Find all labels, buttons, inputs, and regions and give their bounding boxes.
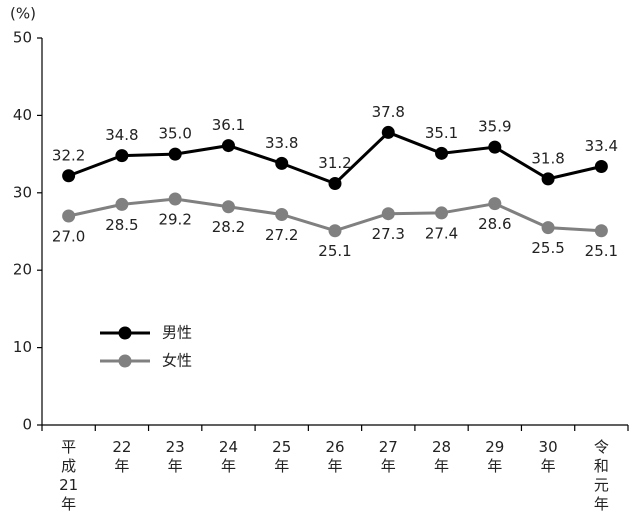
marker xyxy=(168,147,182,161)
data-label: 33.8 xyxy=(265,134,298,152)
marker xyxy=(275,156,289,170)
x-tick-label: 23 年 xyxy=(166,438,185,475)
data-label: 28.6 xyxy=(478,215,511,233)
marker xyxy=(62,169,76,183)
data-label: 25.1 xyxy=(318,242,351,260)
legend-label: 男性 xyxy=(162,324,192,342)
y-tick-label: 30 xyxy=(13,183,32,201)
data-label: 28.5 xyxy=(105,216,138,234)
data-label: 35.1 xyxy=(425,124,458,142)
data-label: 29.2 xyxy=(158,210,191,228)
data-label: 27.0 xyxy=(52,228,85,246)
marker xyxy=(168,192,182,206)
legend-marker xyxy=(118,354,132,368)
marker xyxy=(541,172,555,186)
data-label: 32.2 xyxy=(52,146,85,164)
marker xyxy=(221,139,235,153)
marker xyxy=(594,159,608,173)
data-label: 34.8 xyxy=(105,126,138,144)
x-tick-label: 29 年 xyxy=(485,438,504,475)
data-label: 31.2 xyxy=(318,154,351,172)
marker xyxy=(594,224,608,238)
marker xyxy=(488,140,502,154)
y-tick-label: 10 xyxy=(13,338,32,356)
data-label: 25.5 xyxy=(531,239,564,257)
x-tick-label: 平成 21 年 xyxy=(59,438,78,513)
marker xyxy=(328,177,342,191)
data-label: 35.0 xyxy=(158,125,191,143)
y-axis-label: (%) xyxy=(10,5,36,23)
marker xyxy=(62,209,76,223)
data-label: 27.3 xyxy=(372,225,405,243)
data-label: 37.8 xyxy=(372,103,405,121)
marker xyxy=(115,197,129,211)
marker xyxy=(381,207,395,221)
data-label: 27.2 xyxy=(265,226,298,244)
x-tick-label: 30 年 xyxy=(539,438,558,475)
data-label: 31.8 xyxy=(531,149,564,167)
data-label: 25.1 xyxy=(585,242,618,260)
marker xyxy=(435,146,449,160)
y-tick-label: 20 xyxy=(13,261,32,279)
marker xyxy=(115,149,129,163)
x-tick-label: 26 年 xyxy=(325,438,344,475)
marker xyxy=(275,207,289,221)
data-label: 28.2 xyxy=(212,218,245,236)
marker xyxy=(381,125,395,139)
y-tick-label: 40 xyxy=(13,106,32,124)
legend-marker xyxy=(118,326,132,340)
marker xyxy=(541,221,555,235)
marker xyxy=(435,206,449,220)
marker xyxy=(221,200,235,214)
marker xyxy=(328,224,342,238)
x-tick-label: 28 年 xyxy=(432,438,451,475)
data-label: 27.4 xyxy=(425,224,458,242)
data-label: 35.9 xyxy=(478,118,511,136)
x-tick-label: 24 年 xyxy=(219,438,238,475)
x-tick-label: 25 年 xyxy=(272,438,291,475)
legend-label: 女性 xyxy=(162,352,192,370)
y-tick-label: 0 xyxy=(22,416,32,434)
x-tick-label: 令和元年 xyxy=(594,438,609,513)
marker xyxy=(488,197,502,211)
x-tick-label: 22 年 xyxy=(112,438,131,475)
data-label: 33.4 xyxy=(585,137,618,155)
data-label: 36.1 xyxy=(212,116,245,134)
y-tick-label: 50 xyxy=(13,29,32,47)
x-tick-label: 27 年 xyxy=(379,438,398,475)
